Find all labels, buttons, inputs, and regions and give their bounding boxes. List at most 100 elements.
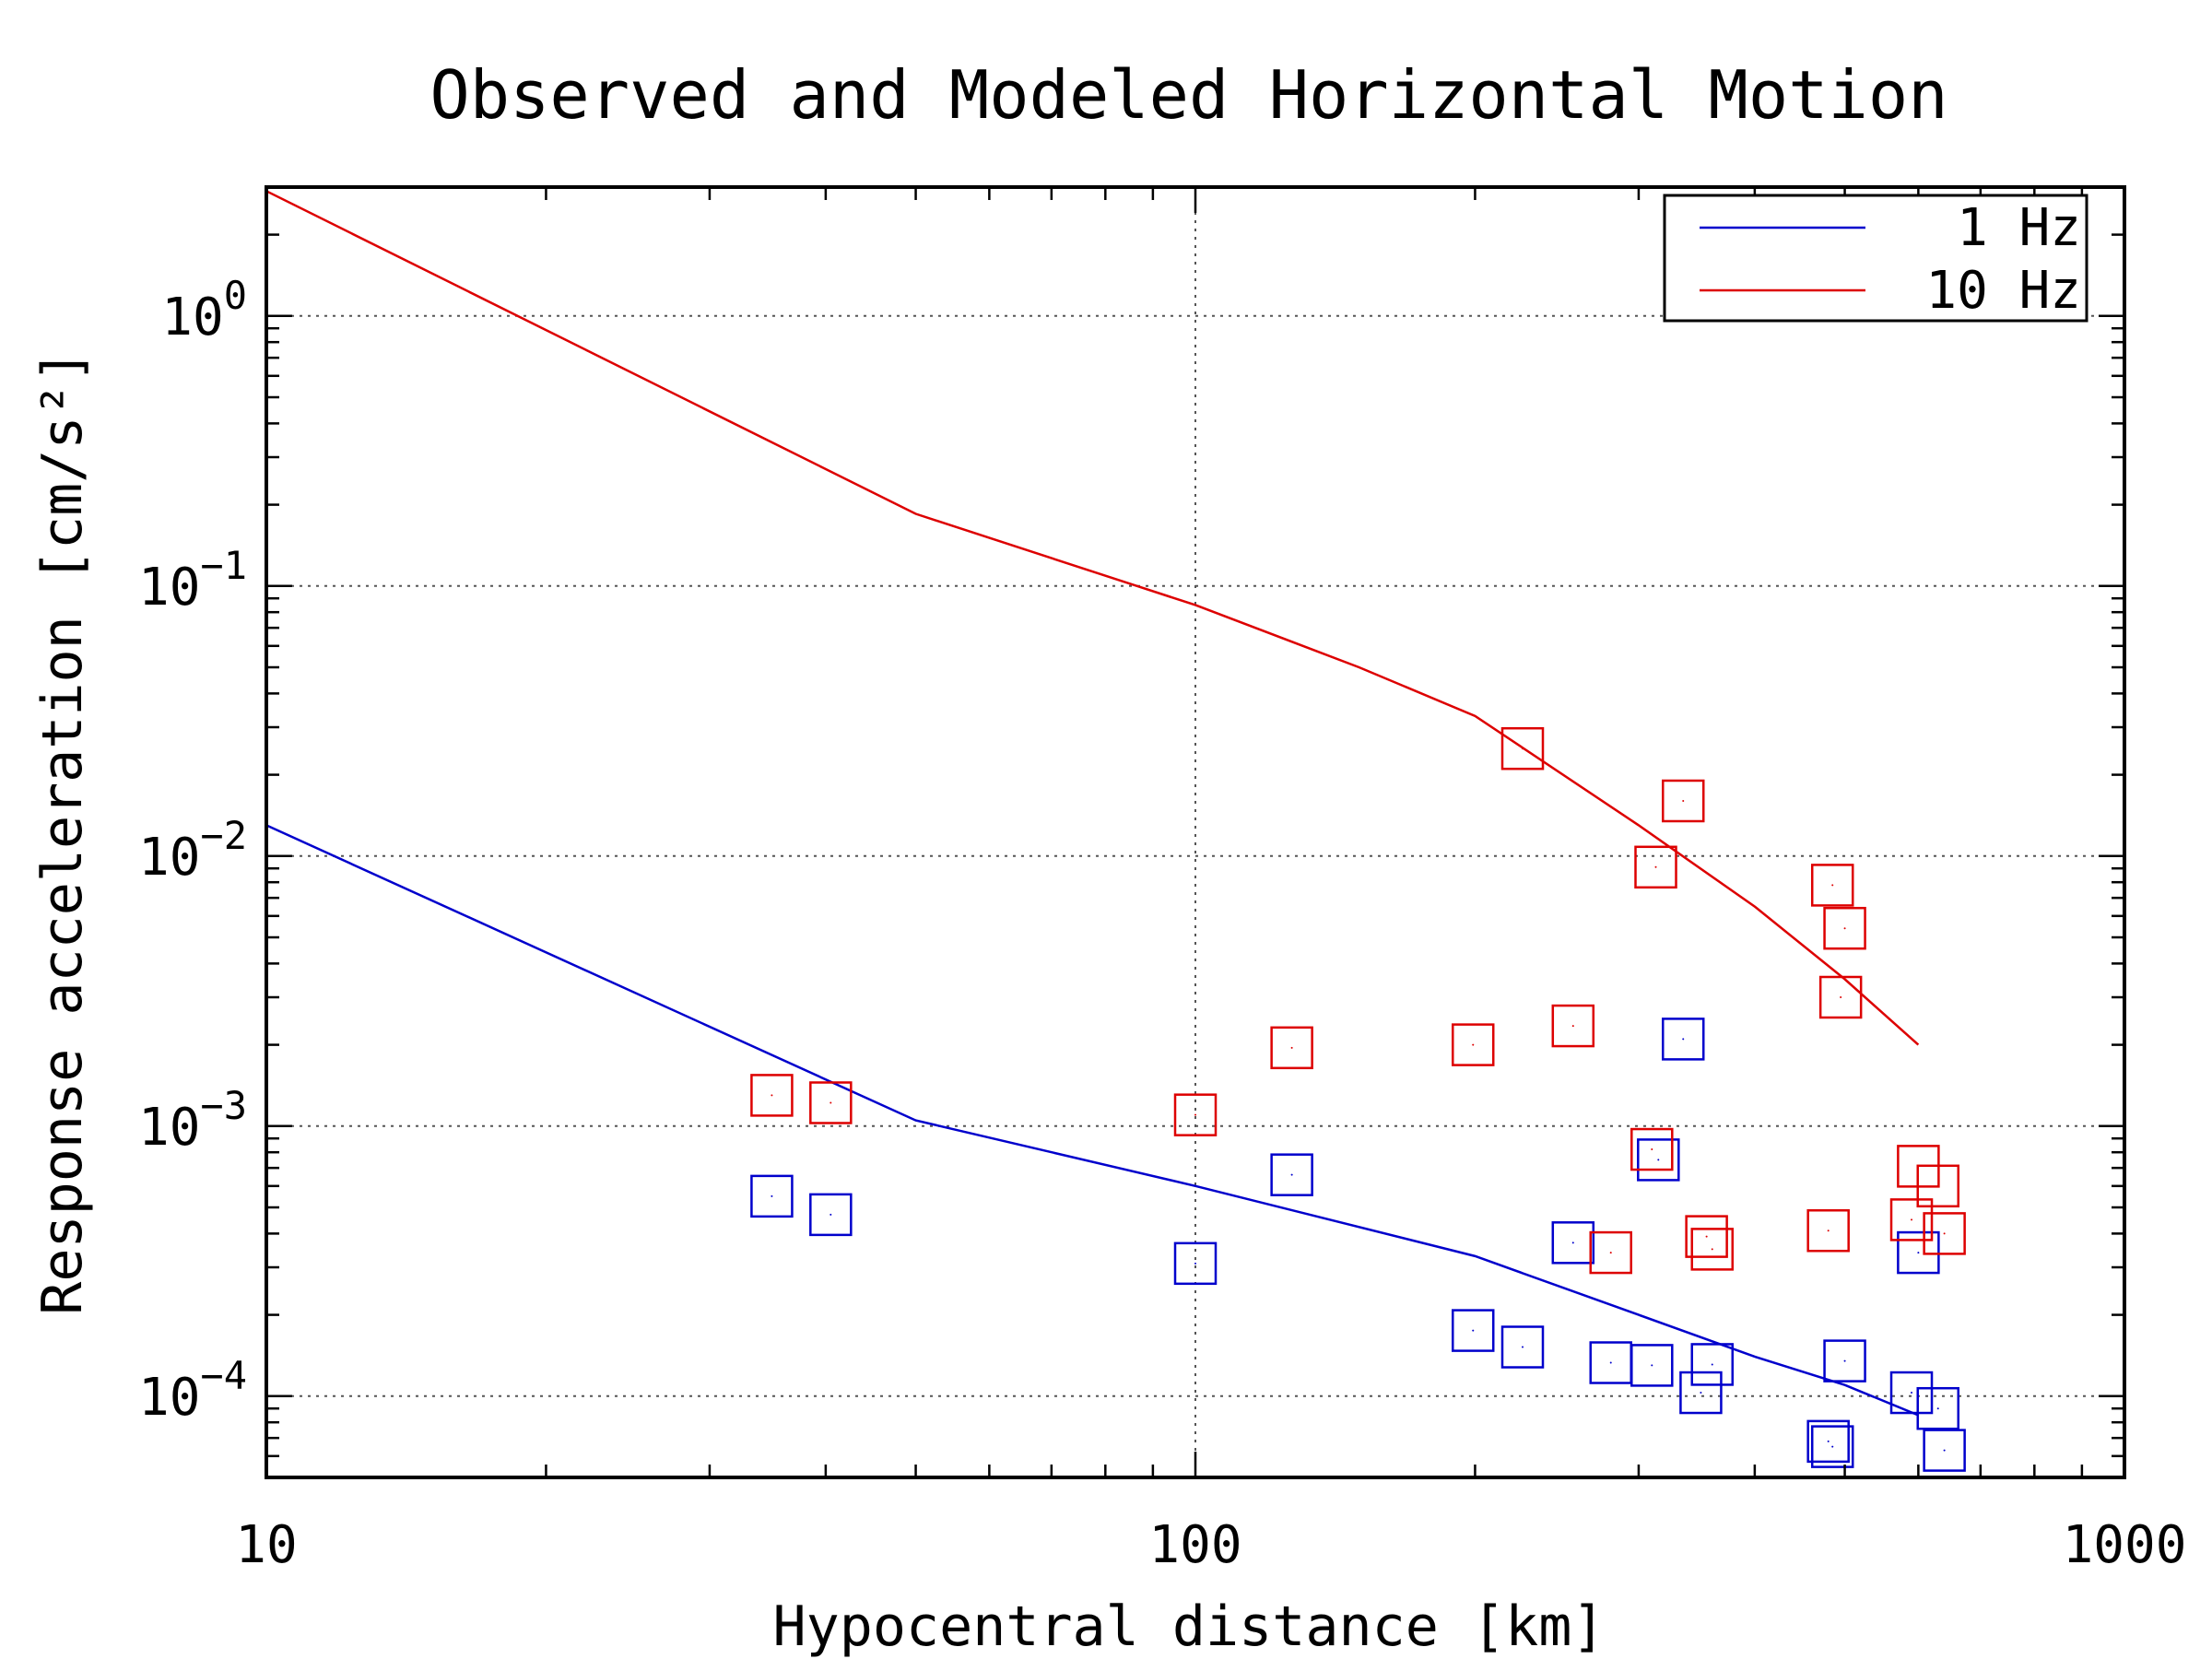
observed-point-center-1hz	[1290, 1173, 1293, 1176]
observed-point-10hz	[1589, 1230, 1632, 1275]
model-line-10hz	[265, 190, 1920, 1046]
observed-point-1hz	[1679, 1371, 1723, 1415]
observed-point-center-10hz	[1571, 1025, 1574, 1028]
x-tick-label: 100	[1148, 1515, 1241, 1575]
observed-point-10hz	[1685, 1215, 1728, 1258]
observed-point-center-10hz	[1843, 927, 1846, 930]
observed-point-center-1hz	[1831, 1445, 1834, 1448]
observed-point-center-10hz	[1682, 799, 1685, 802]
observed-point-10hz	[1916, 1164, 1959, 1208]
observed-point-1hz	[1897, 1230, 1940, 1275]
observed-point-10hz	[1634, 845, 1677, 889]
observed-point-1hz	[1661, 1018, 1705, 1061]
y-axis-label: Response acceleration [cm/s²]	[30, 349, 95, 1315]
observed-point-center-1hz	[1917, 1252, 1920, 1254]
observed-point-center-10hz	[1911, 1218, 1913, 1221]
legend: 1 Hz 10 Hz	[1663, 194, 2088, 323]
observed-point-center-1hz	[830, 1213, 832, 1216]
observed-point-1hz	[1823, 1339, 1866, 1382]
observed-point-1hz	[1500, 1325, 1545, 1369]
observed-point-1hz	[750, 1174, 794, 1218]
observed-point-1hz	[1916, 1386, 1959, 1430]
observed-point-10hz	[1630, 1127, 1674, 1171]
legend-label-1hz: 1 Hz	[1957, 198, 2081, 258]
observed-point-center-10hz	[830, 1101, 832, 1104]
axis-ticks	[265, 185, 2126, 1479]
observed-point-center-1hz	[1700, 1392, 1702, 1394]
observed-point-center-10hz	[1831, 884, 1834, 887]
observed-point-1hz	[1637, 1138, 1680, 1182]
y-tick-labels: 10−4 10−3 10−2 10−1 100	[138, 273, 247, 1428]
observed-point-1hz	[1551, 1221, 1595, 1265]
x-tick-labels: 10 100 1000	[235, 1515, 2186, 1575]
observed-point-1hz	[1270, 1153, 1313, 1196]
observed-point-10hz	[1810, 864, 1854, 907]
observed-point-10hz	[1889, 1198, 1934, 1241]
observed-point-10hz	[1806, 1209, 1850, 1253]
observed-point-center-10hz	[1654, 865, 1657, 868]
observed-point-center-10hz	[1290, 1046, 1293, 1049]
observed-point-center-1hz	[1194, 1262, 1196, 1265]
observed-point-center-10hz	[771, 1094, 773, 1097]
observed-point-10hz	[1173, 1093, 1218, 1136]
x-tick-label: 1000	[2063, 1515, 2187, 1575]
observed-point-center-10hz	[1472, 1043, 1475, 1046]
observed-point-center-1hz	[1651, 1364, 1653, 1367]
observed-point-center-1hz	[1943, 1449, 1946, 1452]
observed-point-1hz	[1173, 1241, 1218, 1286]
chart-title: Observed and Modeled Horizontal Motion	[429, 56, 1947, 134]
observed-point-10hz	[1661, 779, 1705, 823]
observed-point-1hz	[1630, 1344, 1674, 1387]
observed-point-10hz	[1551, 1004, 1595, 1048]
observed-point-1hz	[809, 1193, 853, 1237]
observed-point-center-1hz	[1843, 1359, 1846, 1362]
observed-point-center-10hz	[1522, 747, 1524, 750]
observed-point-center-10hz	[1711, 1248, 1713, 1251]
observed-point-10hz	[1823, 906, 1866, 950]
observed-point-center-10hz	[1609, 1252, 1612, 1254]
x-axis-label: Hypocentral distance [km]	[772, 1594, 1605, 1659]
observed-point-center-1hz	[1682, 1038, 1685, 1041]
observed-point-10hz	[1923, 1212, 1966, 1255]
grid-lines	[266, 187, 2124, 1477]
observed-point-center-1hz	[1936, 1407, 1939, 1410]
observed-point-10hz	[750, 1074, 794, 1117]
observed-point-center-1hz	[1571, 1241, 1574, 1244]
legend-label-10hz: 10 Hz	[1925, 261, 2081, 321]
x-tick-label: 10	[235, 1515, 297, 1575]
observed-point-1hz	[1806, 1419, 1850, 1464]
observed-point-10hz	[1818, 975, 1863, 1019]
observed-point-1hz	[1889, 1371, 1934, 1415]
observed-point-center-10hz	[1651, 1148, 1653, 1151]
observed-point-center-1hz	[771, 1194, 773, 1197]
observed-point-center-1hz	[1827, 1440, 1830, 1442]
observed-point-center-10hz	[1827, 1230, 1830, 1232]
model-line-1hz	[265, 824, 1919, 1417]
observed-point-10hz	[1500, 726, 1545, 771]
data-series	[265, 190, 1966, 1472]
observed-point-1hz	[1690, 1343, 1735, 1386]
observed-point-10hz	[809, 1081, 853, 1124]
observed-point-10hz	[1270, 1026, 1313, 1070]
observed-point-center-1hz	[1711, 1363, 1713, 1366]
y-tick-label: 10−4	[138, 1353, 247, 1428]
observed-point-center-1hz	[1522, 1346, 1524, 1348]
observed-point-10hz	[1451, 1023, 1495, 1066]
observed-point-center-1hz	[1472, 1329, 1475, 1332]
observed-point-center-10hz	[1705, 1235, 1708, 1238]
y-tick-label: 10−2	[138, 813, 247, 888]
observed-point-center-10hz	[1194, 1113, 1196, 1116]
legend-box	[1663, 194, 2088, 323]
observed-point-1hz	[1451, 1309, 1495, 1352]
observed-point-center-10hz	[1840, 996, 1842, 999]
observed-point-center-10hz	[1936, 1184, 1939, 1187]
y-tick-label: 10−3	[138, 1083, 247, 1158]
observed-point-10hz	[1690, 1228, 1735, 1271]
observed-point-1hz	[1923, 1429, 1966, 1472]
observed-point-center-10hz	[1943, 1232, 1946, 1235]
observed-point-center-1hz	[1911, 1392, 1913, 1394]
observed-point-center-1hz	[1609, 1361, 1612, 1364]
y-tick-label: 10−1	[138, 543, 247, 618]
observed-point-1hz	[1810, 1425, 1854, 1468]
